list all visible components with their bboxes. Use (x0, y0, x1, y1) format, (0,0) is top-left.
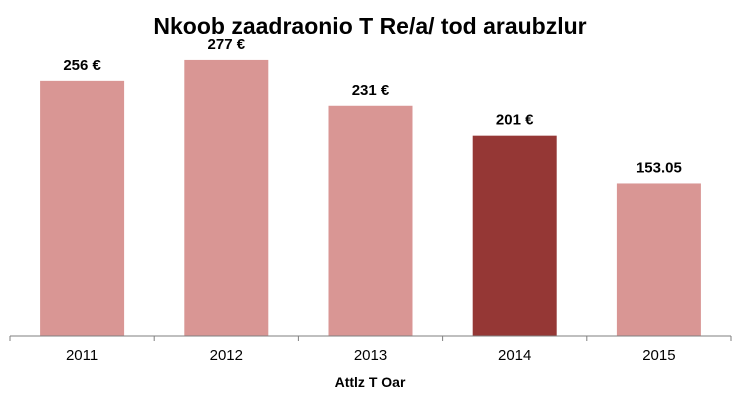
bar-2011 (40, 80, 125, 336)
data-labels-group: 256 € 277 € 231 € 201 € 153.05 (63, 36, 682, 177)
bar-2014 (472, 135, 557, 336)
data-label-2014: 201 € (496, 112, 534, 129)
data-label-2011: 256 € (63, 57, 101, 74)
bars-group (40, 59, 701, 337)
x-tick-label-2011: 2011 (66, 347, 98, 364)
x-tick-label-2012: 2012 (210, 347, 243, 364)
chart-title: Nkoob zaadraonio T Re/a/ tod araubzlur (153, 13, 586, 39)
x-tick-label-2013: 2013 (354, 347, 387, 364)
data-label-2013: 231 € (352, 82, 390, 99)
x-axis-tick-labels: 2011 2012 2013 2014 2015 (66, 347, 676, 364)
x-tick-label-2015: 2015 (642, 347, 675, 364)
bar-2013 (328, 105, 413, 337)
x-axis-label: Attlz T Oar (335, 374, 406, 390)
x-tick-label-2014: 2014 (498, 347, 531, 364)
bar-2015 (616, 183, 701, 336)
bar-2012 (184, 59, 269, 336)
data-label-2012: 277 € (208, 36, 246, 53)
x-axis-ticks (9, 336, 732, 341)
data-label-2015: 153.05 (636, 159, 682, 176)
